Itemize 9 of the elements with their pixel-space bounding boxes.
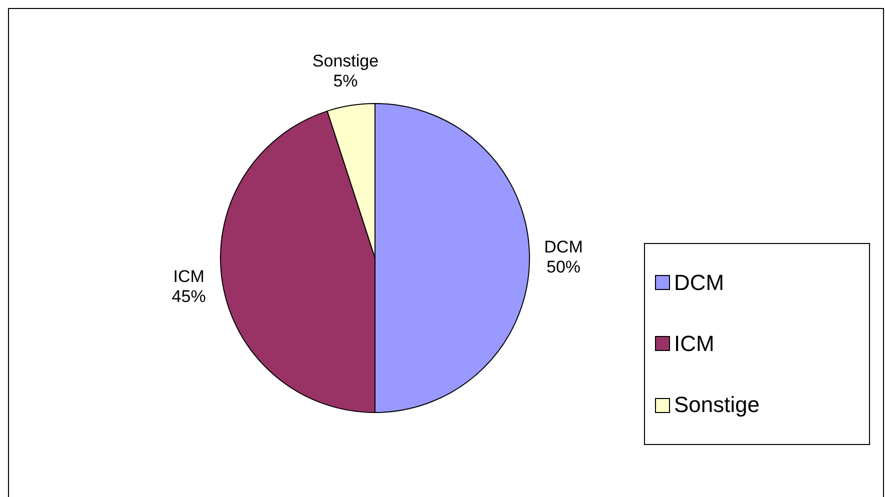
legend-label: ICM [674, 330, 714, 357]
data-label: 5% [333, 72, 358, 91]
slice-label: Sonstige [312, 52, 379, 71]
data-label: 45% [172, 287, 206, 306]
data-label: 50% [546, 258, 581, 277]
legend-label: Sonstige [674, 392, 760, 418]
legend-label: DCM [674, 270, 724, 296]
slice-label: DCM [544, 238, 583, 257]
slice-label: ICM [173, 267, 204, 286]
